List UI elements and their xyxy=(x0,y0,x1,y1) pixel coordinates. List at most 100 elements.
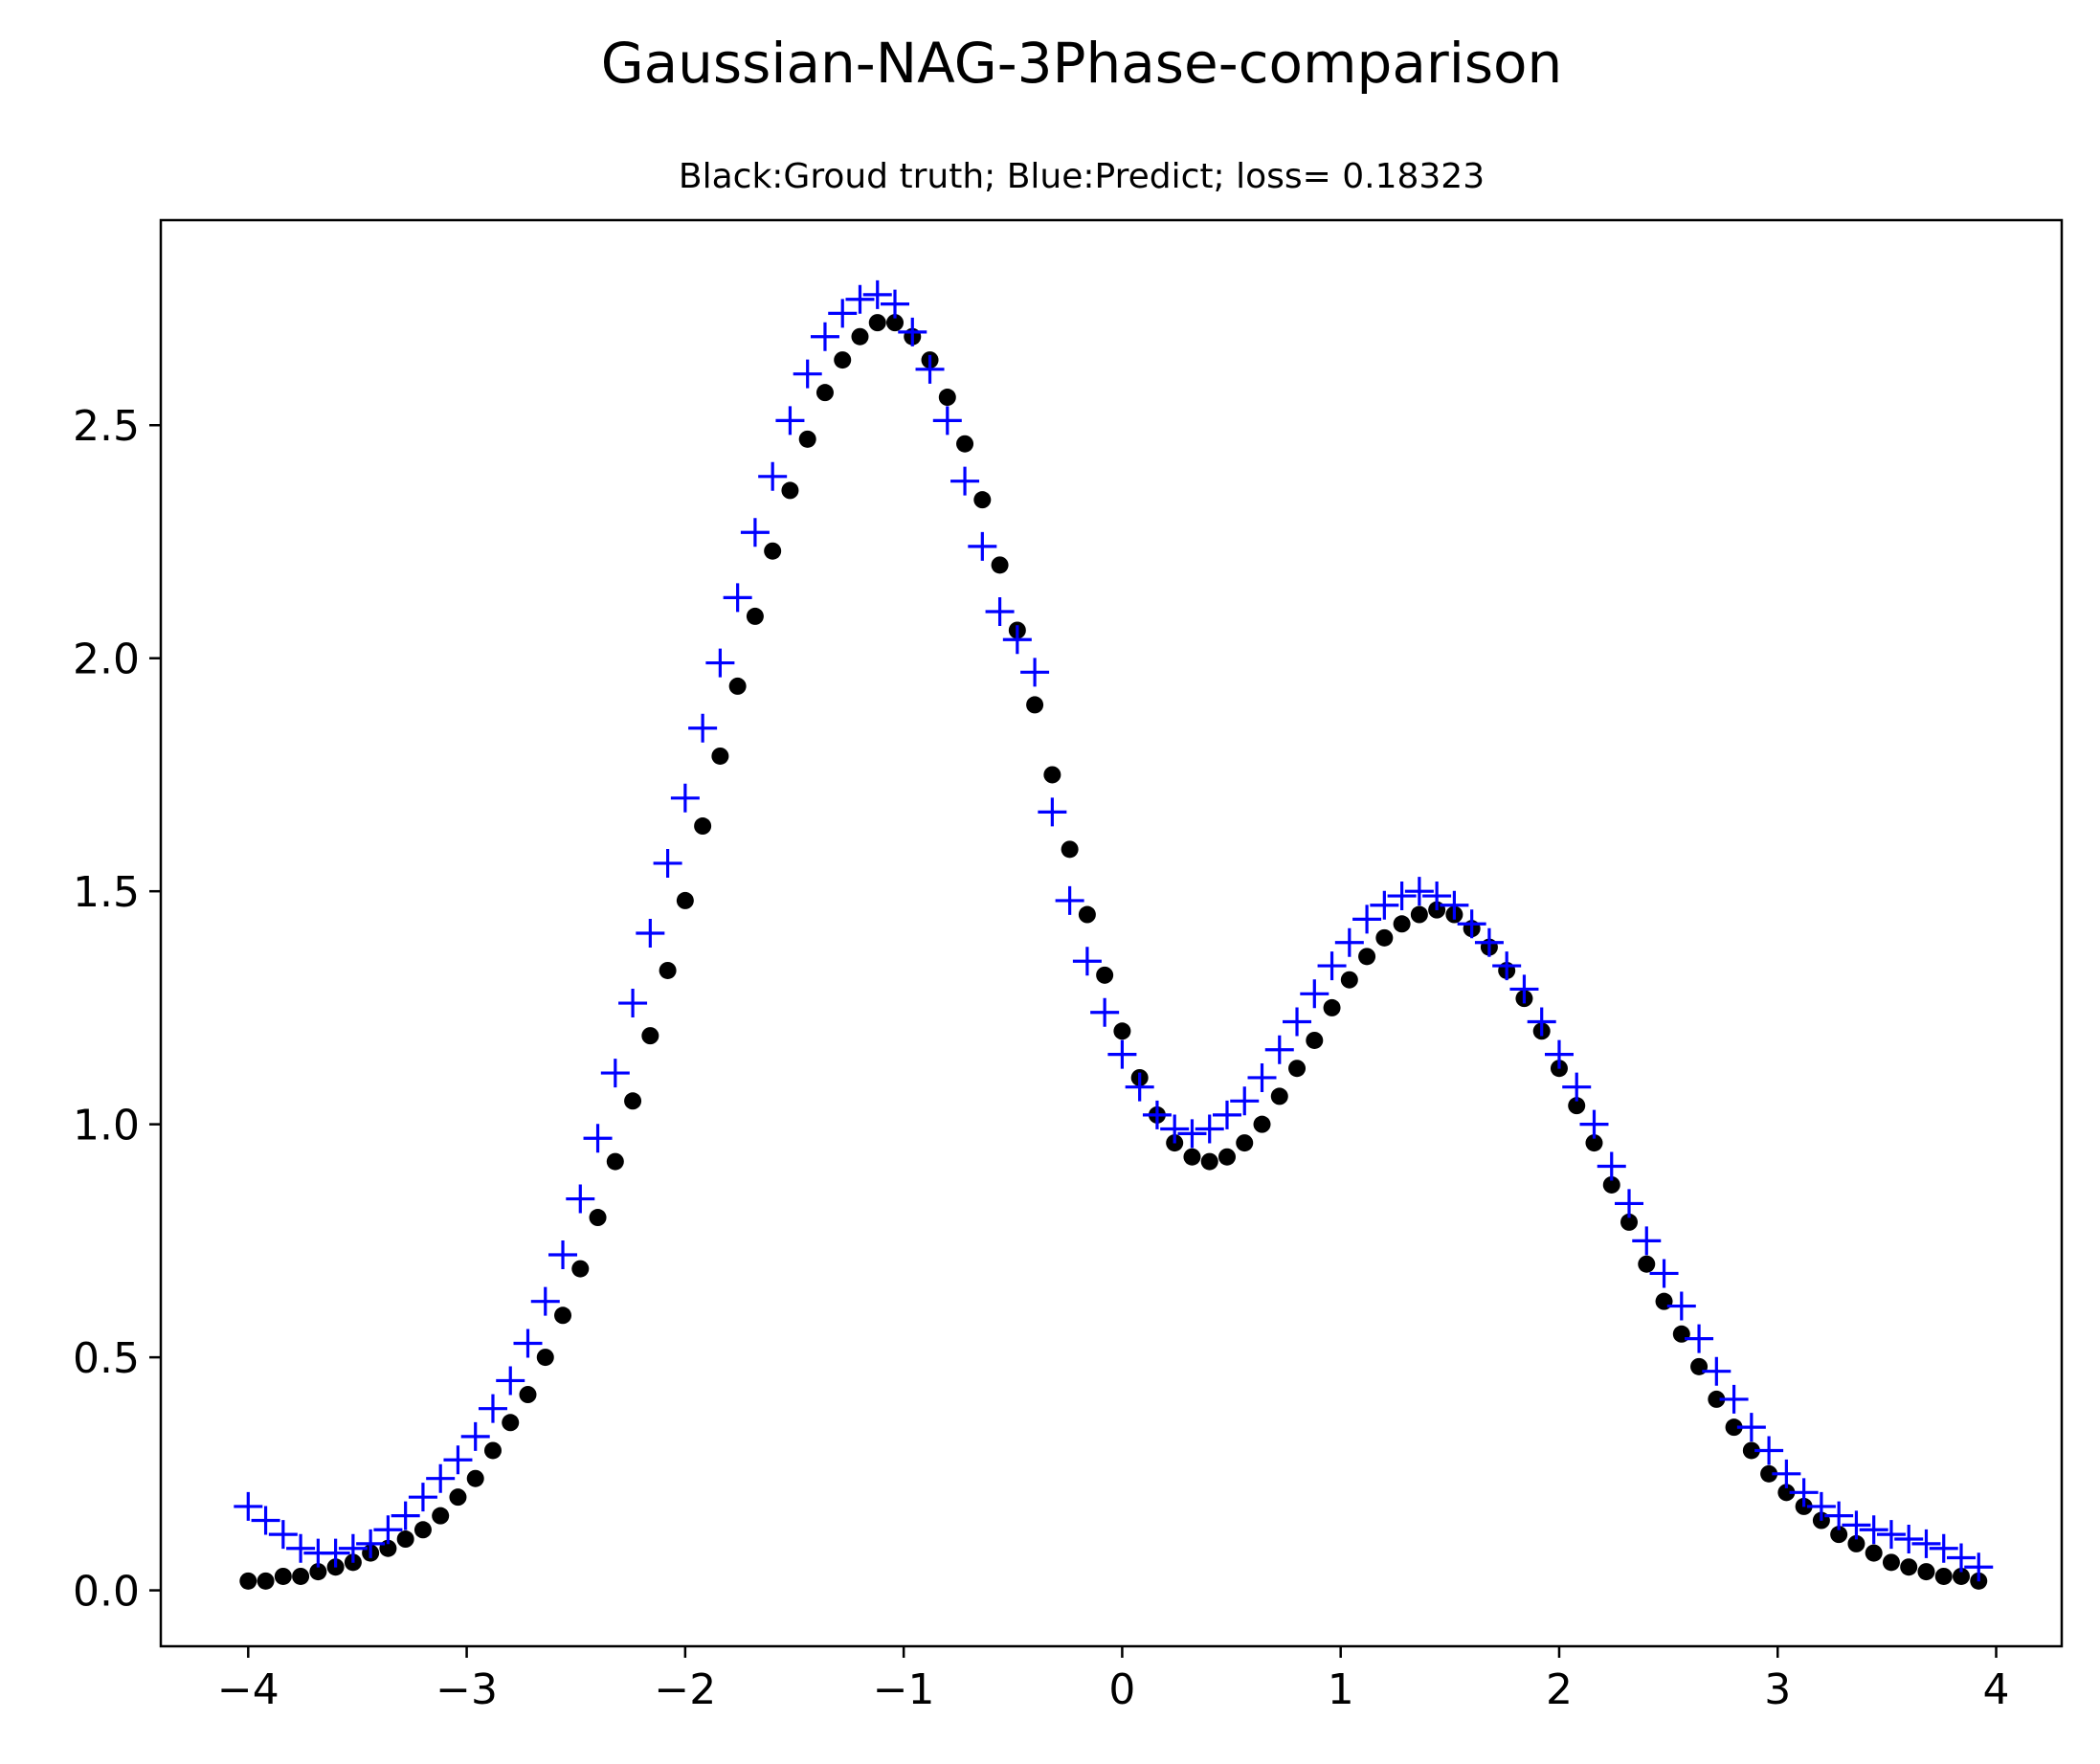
predict-point xyxy=(1300,979,1329,1009)
y-tick-label: 2.0 xyxy=(73,636,140,684)
predict-point xyxy=(600,1059,630,1088)
predict-point xyxy=(1317,951,1347,981)
predict-point xyxy=(915,354,945,384)
ground-truth-point xyxy=(641,1027,659,1045)
ground-truth-point xyxy=(1847,1534,1865,1552)
predict-point xyxy=(618,989,648,1018)
predict-point xyxy=(1352,904,1382,934)
predict-point xyxy=(1911,1529,1941,1558)
ground-truth-point xyxy=(1742,1441,1760,1460)
predict-point xyxy=(321,1538,350,1568)
x-tick-label: −3 xyxy=(436,1665,498,1714)
plot-frame xyxy=(159,218,2064,1648)
predict-point xyxy=(1440,890,1469,920)
ground-truth-point xyxy=(1725,1418,1743,1437)
predict-point xyxy=(338,1533,368,1563)
chart-title: Gaussian-NAG-3Phase-comparison xyxy=(601,31,1563,96)
ground-truth-point xyxy=(1760,1464,1778,1483)
predict-point xyxy=(1002,625,1032,655)
predict-point xyxy=(548,1239,578,1269)
ground-truth-point xyxy=(834,351,852,369)
predict-point xyxy=(1632,1226,1662,1256)
ground-truth-point xyxy=(239,1572,257,1590)
predict-series xyxy=(234,279,1994,1582)
predict-point xyxy=(1964,1552,1994,1582)
x-tick-label: −1 xyxy=(873,1665,935,1714)
ground-truth-point xyxy=(466,1469,484,1487)
predict-point xyxy=(653,848,682,878)
predict-point xyxy=(1894,1525,1924,1554)
predict-point xyxy=(1876,1520,1906,1550)
predict-point xyxy=(513,1329,543,1358)
predict-point xyxy=(1422,882,1452,911)
ground-truth-point xyxy=(1270,1087,1288,1105)
predict-point xyxy=(810,322,839,351)
ground-truth-point xyxy=(606,1152,624,1171)
x-tick-label: 4 xyxy=(1983,1665,2010,1714)
ground-truth-point xyxy=(728,677,747,695)
predict-point xyxy=(1789,1478,1819,1507)
plot-marks xyxy=(234,279,1994,1590)
predict-point xyxy=(1597,1151,1626,1181)
ground-truth-point xyxy=(868,314,886,332)
ground-truth-point xyxy=(886,314,905,332)
ground-truth-point xyxy=(659,961,677,979)
y-tick-label: 0.0 xyxy=(73,1568,140,1617)
predict-point xyxy=(845,284,875,314)
x-tick-label: −2 xyxy=(654,1665,716,1714)
predict-point xyxy=(1772,1459,1801,1488)
predict-point xyxy=(670,783,700,813)
predict-point xyxy=(828,299,858,328)
predict-point xyxy=(688,713,718,743)
ground-truth-point xyxy=(694,817,712,836)
predict-point xyxy=(1283,1007,1312,1037)
predict-point xyxy=(862,279,892,309)
ground-truth-point xyxy=(1306,1031,1324,1049)
ground-truth-point xyxy=(449,1488,467,1507)
ground-truth-point xyxy=(483,1441,502,1460)
predict-point xyxy=(881,289,910,319)
predict-point xyxy=(1264,1035,1294,1064)
ground-truth-point xyxy=(1323,998,1341,1016)
predict-point xyxy=(1055,885,1084,915)
ground-truth-point xyxy=(1934,1567,1953,1585)
predict-point xyxy=(1736,1413,1766,1442)
chart-subtitle: Black:Groud truth; Blue:Predict; loss= 0… xyxy=(679,157,1485,196)
predict-point xyxy=(566,1184,595,1214)
ground-truth-point xyxy=(1026,696,1044,714)
predict-point xyxy=(1387,882,1417,911)
predict-point xyxy=(478,1394,507,1423)
y-tick-label: 2.5 xyxy=(73,402,140,451)
predict-point xyxy=(1230,1086,1260,1116)
predict-point xyxy=(1929,1533,1958,1563)
predict-point xyxy=(968,531,997,561)
y-tick-label: 1.0 xyxy=(73,1102,140,1150)
predict-point xyxy=(1824,1501,1854,1530)
ground-truth-point xyxy=(991,556,1009,574)
ground-truth-point xyxy=(1375,928,1394,947)
predict-point xyxy=(1038,797,1067,827)
predict-point xyxy=(251,1506,280,1535)
ground-truth-point xyxy=(1113,1022,1131,1040)
predict-point xyxy=(1160,1114,1190,1144)
ground-truth-point xyxy=(1358,948,1376,966)
predict-point xyxy=(1666,1291,1696,1321)
predict-point xyxy=(793,359,822,389)
predict-point xyxy=(1615,1189,1644,1218)
predict-point xyxy=(723,583,752,613)
predict-point xyxy=(636,919,665,948)
ground-truth-point xyxy=(1777,1484,1796,1502)
ground-truth-point xyxy=(1882,1553,1900,1572)
predict-point xyxy=(443,1445,473,1475)
ground-truth-point xyxy=(1340,971,1358,989)
ground-truth-point xyxy=(413,1521,432,1539)
predict-point xyxy=(1370,890,1399,920)
predict-point xyxy=(1859,1515,1888,1545)
ground-truth-point xyxy=(1253,1115,1271,1133)
x-tick-label: −4 xyxy=(217,1665,279,1714)
ground-truth-point xyxy=(396,1530,414,1549)
predict-point xyxy=(705,648,735,678)
ground-truth-point xyxy=(274,1567,292,1585)
predict-point xyxy=(1142,1100,1172,1129)
